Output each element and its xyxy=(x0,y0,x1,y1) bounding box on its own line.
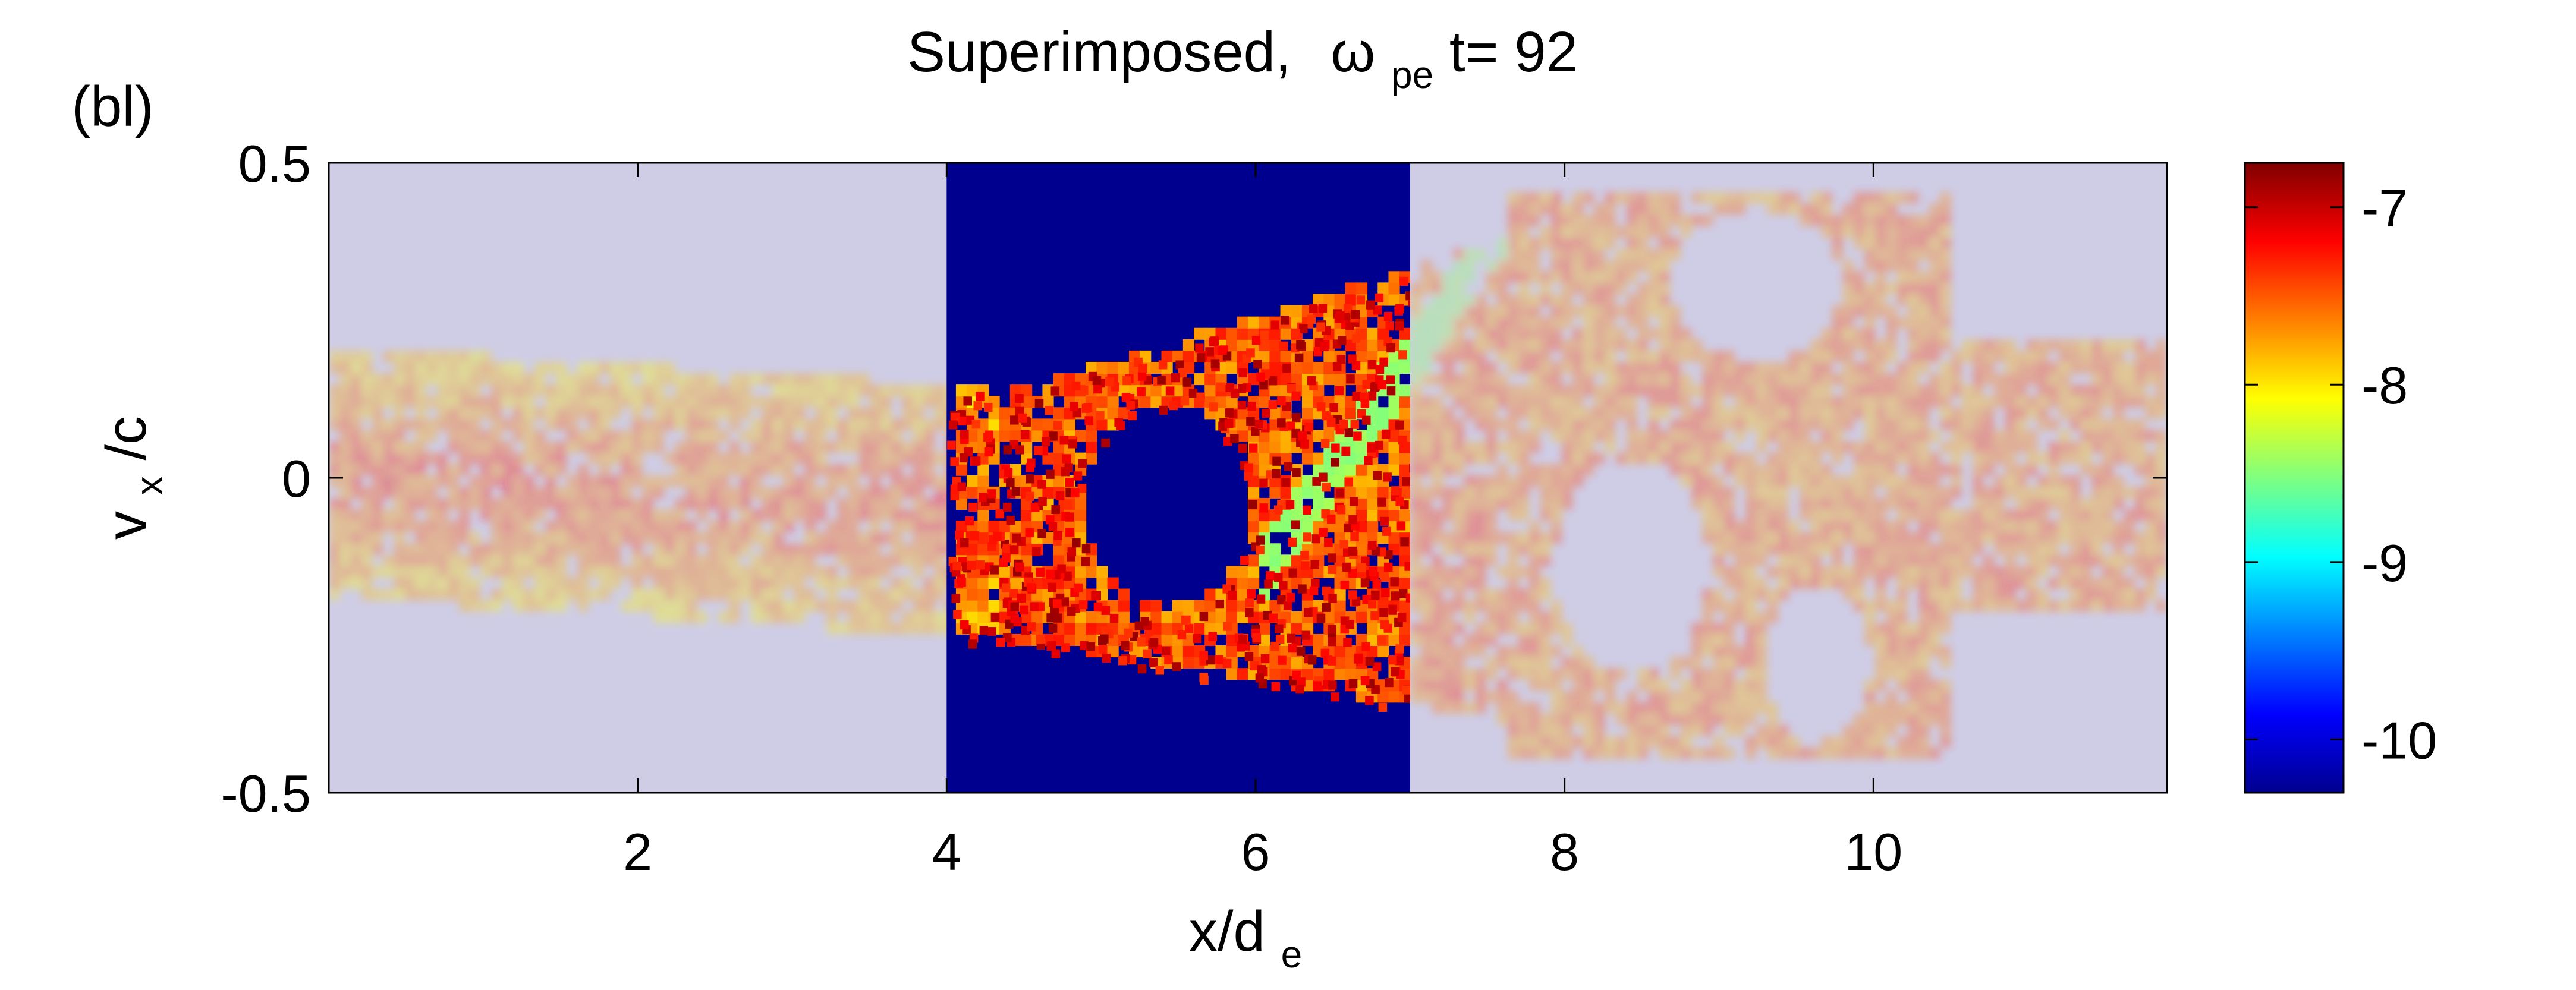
highlight-density-layer xyxy=(947,271,1410,712)
y-axis-label-rest: /c xyxy=(95,416,158,461)
y-tick-label: 0.5 xyxy=(238,134,311,193)
x-axis-label-main: x/d xyxy=(1189,900,1265,963)
y-tick-label: 0 xyxy=(282,449,311,508)
title-omega: ω xyxy=(1331,20,1375,84)
colorbar-ticks: -7 -8 -9 -10 xyxy=(2245,179,2437,770)
y-axis-label-main: v xyxy=(95,511,158,540)
faded-density-layer xyxy=(329,191,2167,759)
y-axis: 0.5 0 -0.5 xyxy=(221,134,2167,823)
title-prefix: Superimposed, xyxy=(907,20,1291,84)
x-tick-label: 6 xyxy=(1241,822,1270,881)
x-axis-label: x/d e xyxy=(1189,900,1302,976)
x-tick-label: 10 xyxy=(1844,822,1902,881)
x-axis: 2 4 6 8 10 xyxy=(623,163,1902,881)
colorbar-tick-label: -7 xyxy=(2361,179,2408,238)
y-axis-label-sub: x xyxy=(128,476,171,495)
y-tick-label: -0.5 xyxy=(221,764,311,823)
panel-label: (bl) xyxy=(71,75,154,138)
colorbar xyxy=(2244,162,2345,794)
x-tick-label: 8 xyxy=(1550,822,1579,881)
colorbar-tick-label: -8 xyxy=(2361,356,2408,415)
x-tick-label: 2 xyxy=(623,822,652,881)
title-suffix: t= 92 xyxy=(1449,20,1578,84)
chart-title: Superimposed, ω pe t= 92 xyxy=(907,20,1578,100)
colorbar-tick-label: -10 xyxy=(2361,711,2437,770)
x-axis-label-sub: e xyxy=(1281,933,1303,976)
x-tick-label: 4 xyxy=(932,822,961,881)
plot-area xyxy=(329,163,2167,793)
y-axis-label: v x /c xyxy=(95,416,175,540)
title-omega-sub: pe xyxy=(1391,53,1433,96)
colorbar-tick-label: -9 xyxy=(2361,534,2408,592)
